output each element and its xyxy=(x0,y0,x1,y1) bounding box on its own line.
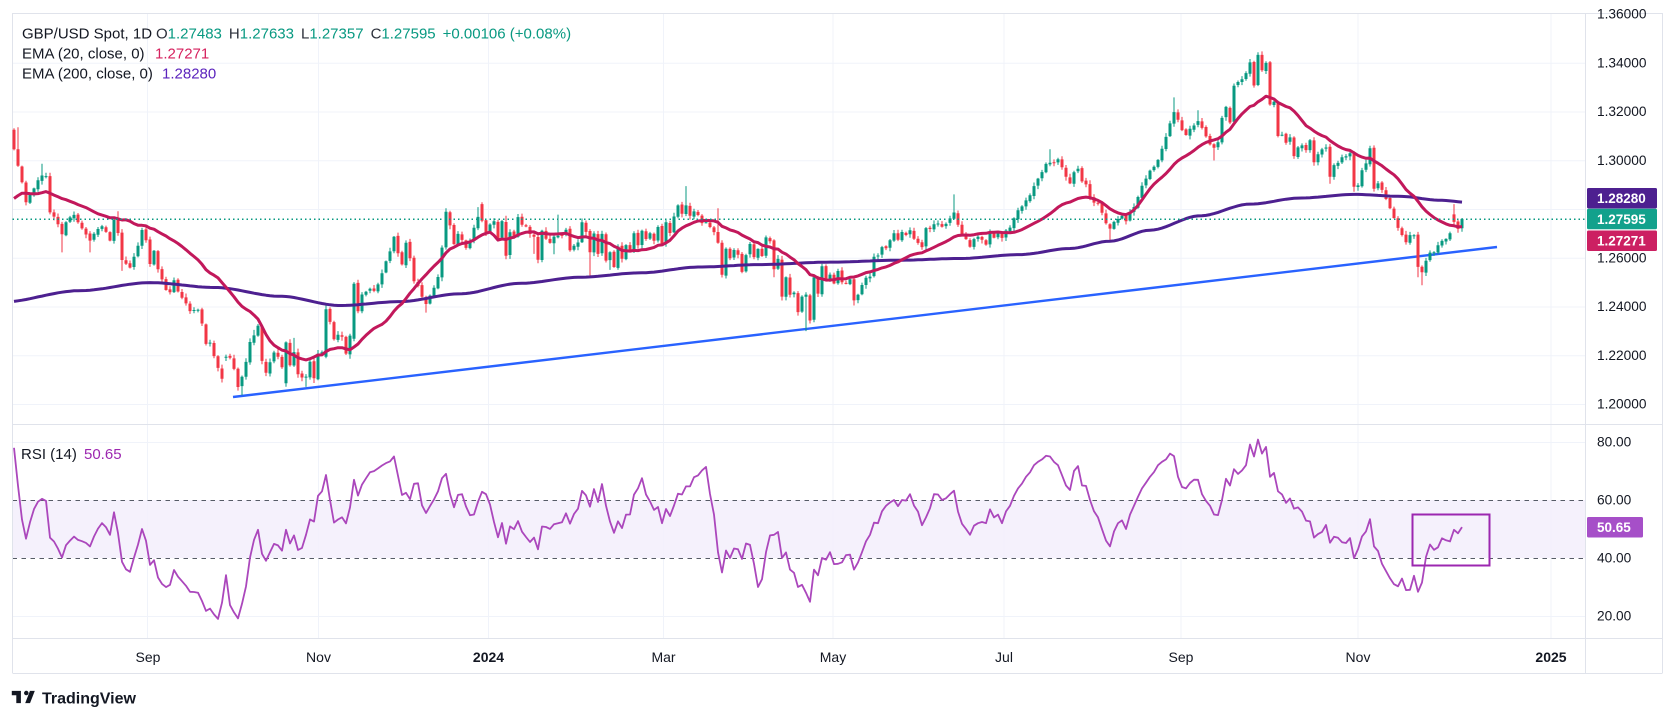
svg-text:1.24000: 1.24000 xyxy=(1597,299,1647,314)
svg-text:TradingView: TradingView xyxy=(42,691,137,708)
svg-text:Mar: Mar xyxy=(651,649,675,665)
svg-text:EMA (200, close, 0): EMA (200, close, 0) xyxy=(22,66,153,83)
svg-text:50.65: 50.65 xyxy=(1597,520,1631,535)
svg-text:50.65: 50.65 xyxy=(84,446,122,463)
svg-text:Sep: Sep xyxy=(1169,649,1194,665)
svg-text:Nov: Nov xyxy=(306,649,331,665)
svg-text:1.32000: 1.32000 xyxy=(1597,104,1647,119)
svg-text:1.27595: 1.27595 xyxy=(1597,212,1646,227)
svg-text:RSI (14): RSI (14) xyxy=(21,446,77,463)
svg-text:1.28280: 1.28280 xyxy=(1597,191,1646,206)
svg-text:Jul: Jul xyxy=(995,649,1013,665)
svg-text:2024: 2024 xyxy=(473,649,504,665)
svg-text:2025: 2025 xyxy=(1535,649,1566,665)
svg-text:Nov: Nov xyxy=(1346,649,1371,665)
svg-text:80.00: 80.00 xyxy=(1597,435,1632,450)
svg-text:1.26000: 1.26000 xyxy=(1597,250,1647,265)
svg-text:1.30000: 1.30000 xyxy=(1597,153,1647,168)
svg-text:20.00: 20.00 xyxy=(1597,609,1632,624)
svg-text:Sep: Sep xyxy=(136,649,161,665)
svg-text:EMA (20, close, 0): EMA (20, close, 0) xyxy=(22,46,145,63)
svg-text:1.28280: 1.28280 xyxy=(162,66,216,83)
svg-text:GBP/USD Spot, 1D: GBP/USD Spot, 1D xyxy=(22,26,152,43)
svg-text:1.27271: 1.27271 xyxy=(155,46,209,63)
svg-text:1.34000: 1.34000 xyxy=(1597,55,1647,70)
svg-text:1.22000: 1.22000 xyxy=(1597,348,1647,363)
svg-text:May: May xyxy=(820,649,846,665)
svg-text:40.00: 40.00 xyxy=(1597,551,1632,566)
svg-text:60.00: 60.00 xyxy=(1597,493,1632,508)
svg-text:1.20000: 1.20000 xyxy=(1597,397,1647,412)
svg-text:1.27271: 1.27271 xyxy=(1597,234,1646,249)
svg-text:1.36000: 1.36000 xyxy=(1597,7,1647,22)
